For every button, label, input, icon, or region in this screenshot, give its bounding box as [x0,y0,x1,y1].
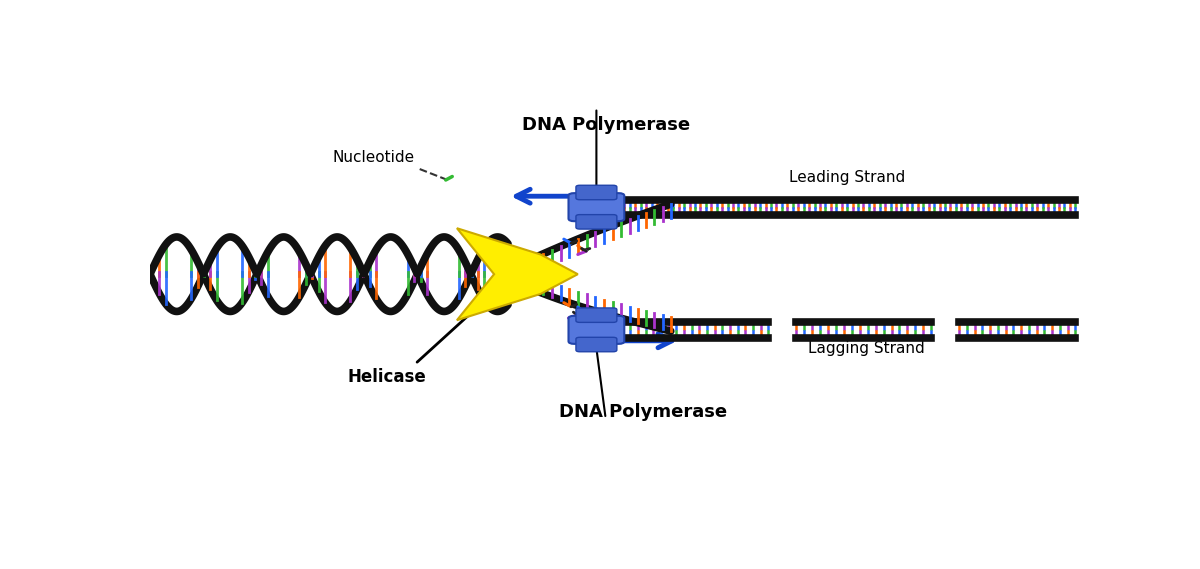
Text: Nucleotide: Nucleotide [332,150,415,164]
Text: Helicase: Helicase [348,368,426,386]
Text: DNA Polymerase: DNA Polymerase [559,403,727,421]
FancyBboxPatch shape [569,316,624,344]
Text: Leading Strand: Leading Strand [790,170,906,185]
FancyBboxPatch shape [576,215,617,229]
FancyBboxPatch shape [576,337,617,352]
FancyBboxPatch shape [576,308,617,323]
FancyBboxPatch shape [576,185,617,200]
Polygon shape [457,228,578,320]
Text: DNA Polymerase: DNA Polymerase [522,117,690,134]
FancyBboxPatch shape [569,193,624,221]
Text: Lagging Strand: Lagging Strand [808,341,924,356]
